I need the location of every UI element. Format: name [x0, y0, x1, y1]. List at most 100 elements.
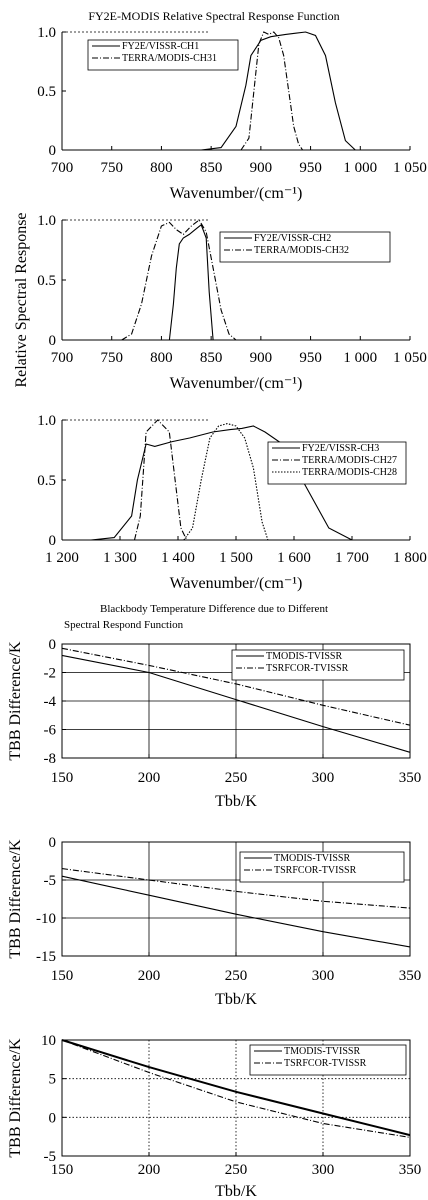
y-tick-label: 0: [49, 835, 57, 851]
x-tick-label: 1 200: [45, 550, 79, 566]
x-tick-label: 700: [51, 350, 74, 366]
x-tick-label: 350: [399, 770, 422, 786]
x-axis-label: Wavenumber/(cm⁻¹): [170, 185, 303, 202]
x-tick-label: 950: [299, 160, 322, 176]
y-tick-label: -15: [36, 949, 56, 965]
y-tick-label: 1.0: [37, 213, 56, 229]
series-line-1: [201, 31, 356, 151]
y-tick-label: 0.5: [37, 473, 56, 489]
chart-panel-4: 150 200 250 300 350 0 -2 -4 -6 -8 Blackbody Temper…: [7, 603, 421, 810]
legend-label: FY2E/VISSR-CH2: [254, 233, 331, 244]
x-tick-label: 1 000: [343, 160, 377, 176]
x-tick-label: 200: [138, 1162, 161, 1178]
x-tick-label: 850: [200, 350, 223, 366]
series-line-2: [61, 868, 411, 909]
x-tick-label: 900: [250, 160, 273, 176]
x-tick-label: 1 500: [219, 550, 253, 566]
legend-label: TERRA/MODIS-CH32: [254, 245, 349, 256]
legend-label: TERRA/MODIS-CH28: [302, 467, 397, 478]
x-tick-label: 250: [225, 1162, 248, 1178]
y-tick-label: 0: [49, 533, 57, 549]
legend-box: [219, 231, 391, 263]
x-tick-label: 850: [200, 160, 223, 176]
y-tick-label: 0: [49, 637, 57, 653]
x-tick-label: 800: [150, 350, 173, 366]
series-line-2: [61, 1039, 411, 1138]
legend-label: FY2E/VISSR-CH3: [302, 443, 379, 454]
x-tick-label: 150: [51, 1162, 74, 1178]
legend-label: TSRFCOR-TVISSR: [274, 865, 357, 876]
y-tick-label: 5: [49, 1072, 57, 1088]
x-tick-label: 800: [150, 160, 173, 176]
legend-label: TMODIS-TVISSR: [284, 1046, 360, 1057]
series-line-2: [121, 219, 237, 341]
legend-box: [231, 649, 405, 681]
x-tick-label: 300: [312, 1162, 335, 1178]
x-tick-label: 250: [225, 770, 248, 786]
x-axis-label: Tbb/K: [215, 793, 257, 810]
legend-box: [249, 1044, 407, 1076]
x-tick-label: 750: [100, 160, 123, 176]
x-tick-label: 1 000: [343, 350, 377, 366]
y-tick-label: 10: [41, 1033, 56, 1049]
x-axis-label: Wavenumber/(cm⁻¹): [170, 375, 303, 392]
y-tick-label: 0: [49, 1110, 57, 1126]
x-tick-label: 250: [225, 968, 248, 984]
y-axis-label: TBB Difference/K: [7, 1038, 24, 1158]
x-tick-label: 200: [138, 770, 161, 786]
x-tick-label: 750: [100, 350, 123, 366]
series-line-3: [183, 423, 269, 541]
x-tick-label: 150: [51, 968, 74, 984]
series-line-2: [133, 419, 188, 541]
x-tick-label: 1 400: [161, 550, 195, 566]
x-tick-label: 1 050: [393, 350, 427, 366]
y-axis-label: TBB Difference/K: [7, 641, 24, 761]
chart-panel-5: 150 200 250 300 350 0 -5 -10 -15 Tbb/K TBB Differe…: [7, 835, 421, 1008]
y-tick-label: 1.0: [37, 413, 56, 429]
y-tick-label: -5: [44, 1149, 57, 1165]
chart-title-line-2: Spectral Respond Function: [64, 619, 184, 631]
chart-title: Blackbody Temperature Difference due to …: [100, 603, 328, 615]
x-tick-label: 1 050: [393, 160, 427, 176]
x-tick-label: 150: [51, 770, 74, 786]
y-tick-label: -5: [44, 873, 57, 889]
series-line-1: [61, 875, 411, 948]
x-tick-label: 1 600: [277, 550, 311, 566]
shared-y-axis-label: Relative Spectral Response: [13, 212, 30, 387]
legend-label: FY2E/VISSR-CH1: [122, 41, 199, 52]
legend-box: [267, 441, 407, 485]
x-axis-label: Wavenumber/(cm⁻¹): [170, 575, 303, 592]
x-tick-label: 700: [51, 160, 74, 176]
y-tick-label: 0.5: [37, 273, 56, 289]
legend-label: TSRFCOR-TVISSR: [284, 1058, 367, 1069]
series-line-1: [61, 1039, 411, 1137]
y-tick-label: -8: [44, 751, 57, 767]
chart-panel-2: 700 750 800 850 900 950 1 000 1 050 0 0.5 1.0 Waven…: [37, 213, 427, 392]
y-tick-label: -6: [44, 723, 57, 739]
x-tick-label: 900: [250, 350, 273, 366]
x-tick-label: 950: [299, 350, 322, 366]
y-axis-label: TBB Difference/K: [7, 839, 24, 959]
series-line-1: [61, 654, 411, 753]
legend-box: [239, 851, 405, 883]
legend-label: TSRFCOR-TVISSR: [266, 663, 349, 674]
y-tick-label: 0.5: [37, 84, 56, 100]
series-line-1: [168, 223, 214, 341]
y-tick-label: 0: [49, 333, 57, 349]
legend-label: TMODIS-TVISSR: [274, 853, 350, 864]
y-tick-label: -2: [44, 666, 57, 682]
x-tick-label: 300: [312, 770, 335, 786]
legend-label: TMODIS-TVISSR: [266, 651, 342, 662]
series-line-2: [61, 647, 411, 726]
y-tick-label: 1.0: [37, 25, 56, 41]
y-tick-label: -4: [44, 694, 57, 710]
chart-title: FY2E-MODIS Relative Spectral Response Fu…: [88, 9, 339, 23]
chart-panel-3: 1 200 1 300 1 400 1 500 1 600 1 700 1 800 0 0.5 1…: [37, 413, 427, 592]
y-tick-label: 0: [49, 143, 57, 159]
chart-panel-6: 150 200 250 300 350 10 5 0 -5 Tbb/K TBB Difference…: [7, 1033, 421, 1200]
x-tick-label: 350: [399, 1162, 422, 1178]
legend-label: TERRA/MODIS-CH31: [122, 53, 217, 64]
x-axis-label: Tbb/K: [215, 1183, 257, 1200]
x-tick-label: 1 700: [335, 550, 369, 566]
